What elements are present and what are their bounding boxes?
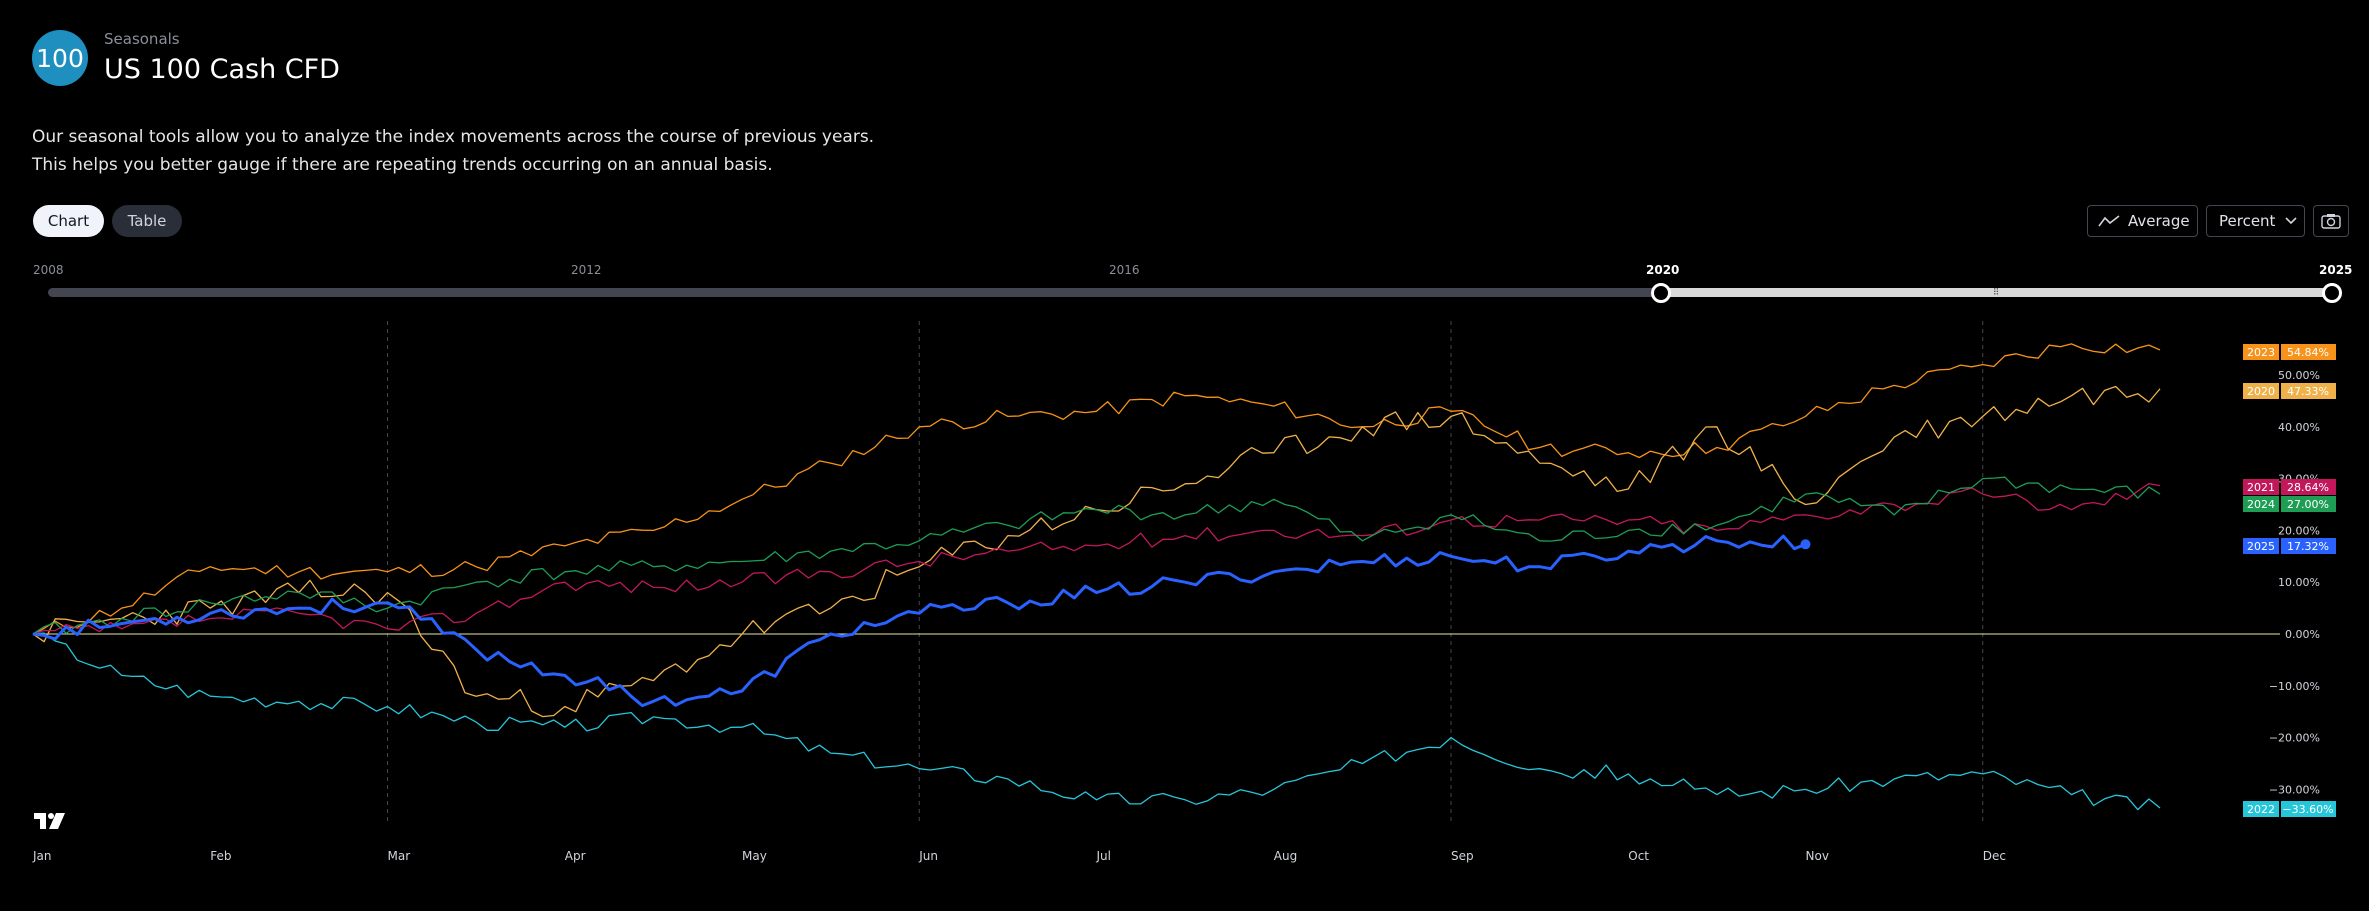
x-tick-label: Aug [1274,849,1297,863]
chart-series [32,343,2161,811]
slider-tick-2008: 2008 [33,263,64,277]
y-tick-label: 10.00% [2278,576,2320,589]
tradingview-logo-icon [34,813,65,829]
legend-value-label-2023: 54.84% [2287,346,2329,359]
series-line-2022 [32,632,2161,811]
legend-value-label-2025: 17.32% [2287,540,2329,553]
tab-table[interactable]: Table [112,205,182,237]
slider-handle-end[interactable] [2322,283,2342,303]
chart-grid [33,321,2280,821]
page-title: US 100 Cash CFD [104,54,340,85]
x-tick-label: Sep [1451,849,1474,863]
scale-select-value: Percent [2219,212,2276,230]
scale-select[interactable]: Percent [2206,205,2305,237]
chevron-down-icon [2285,217,2298,225]
series-line-2024 [32,476,2161,635]
slider-track [48,288,2333,297]
chart-legend-tags: 2023 54.84% 2020 47.33% 2021 28.64% 2024 27.00%… [2243,344,2336,817]
y-tick-label: −30.00% [2269,783,2320,796]
average-button[interactable]: Average [2087,205,2198,237]
x-tick-label: Mar [388,849,411,863]
x-axis: Jan Feb Mar Apr May Jun Jul Aug Sep Oct Nov Dec [32,849,2006,863]
x-tick-label: Feb [210,849,231,863]
camera-icon [2321,214,2341,229]
legend-value-label-2020: 47.33% [2287,385,2329,398]
legend-value-tag-2022 [2281,801,2336,817]
legend-value-tag-2025 [2281,538,2336,554]
series-line-2021 [32,482,2161,635]
y-tick-label: 0.00% [2285,628,2320,641]
x-tick-label: Dec [1983,849,2006,863]
legend-year-tag-2023 [2243,344,2279,360]
legend-value-tag-2024 [2281,496,2336,512]
legend-year-label-2025: 2025 [2247,540,2275,553]
x-tick-label: Apr [565,849,586,863]
x-tick-label: Oct [1628,849,1649,863]
legend-year-label-2024: 2024 [2247,498,2275,511]
legend-value-tag-2021 [2281,479,2336,495]
legend-year-label-2023: 2023 [2247,346,2275,359]
x-tick-label: Jan [32,849,52,863]
y-tick-label: 40.00% [2278,421,2320,434]
slider-tick-2025: 2025 [2319,263,2353,277]
legend-year-tag-2024 [2243,496,2279,512]
legend-year-label-2021: 2021 [2247,481,2275,494]
x-tick-label: Nov [1806,849,1829,863]
series-line-2025 [32,534,1807,708]
x-tick-label: May [742,849,767,863]
description-line-2: This helps you better gauge if there are… [32,155,773,175]
x-tick-label: Jul [1096,849,1111,863]
seasonal-chart: 50.00%40.00%30.00%20.00%10.00%0.00%−10.0… [32,321,2336,863]
y-tick-label: 20.00% [2278,524,2320,537]
y-tick-label: −10.00% [2269,680,2320,693]
x-tick-label: Jun [918,849,938,863]
y-tick-label: −20.00% [2269,732,2320,745]
legend-value-label-2024: 27.00% [2287,498,2329,511]
series-end-point-2025 [1800,539,1811,550]
legend-year-tag-2021 [2243,479,2279,495]
y-axis: 50.00%40.00%30.00%20.00%10.00%0.00%−10.0… [2269,369,2320,796]
legend-value-tag-2023 [2281,344,2336,360]
symbol-logo: 100 [32,30,88,86]
series-line-2023 [32,343,2161,635]
legend-year-tag-2025 [2243,538,2279,554]
grip-icon[interactable]: ⠿ [1992,287,2000,297]
slider-tick-2016: 2016 [1109,263,1140,277]
tab-chart[interactable]: Chart [33,205,104,237]
legend-year-tag-2022 [2243,801,2279,817]
y-tick-label: 50.00% [2278,369,2320,382]
legend-value-tag-2020 [2281,383,2336,399]
legend-year-tag-2020 [2243,383,2279,399]
legend-year-label-2022: 2022 [2247,803,2275,816]
slider-handle-start[interactable] [1651,283,1671,303]
legend-year-label-2020: 2020 [2247,385,2275,398]
page-subtitle: Seasonals [104,30,180,48]
year-range-slider[interactable]: 2008 2012 2016 2020 2025 ⠿ [0,255,2369,305]
slider-selected-range[interactable] [1660,288,2333,297]
description-line-1: Our seasonal tools allow you to analyze … [32,127,875,147]
slider-tick-2020: 2020 [1646,263,1680,277]
legend-value-label-2021: 28.64% [2287,481,2329,494]
average-label: Average [2128,212,2190,230]
legend-value-label-2022: −33.60% [2282,803,2333,816]
trend-line-icon [2098,215,2120,227]
series-line-2020 [32,385,2161,718]
screenshot-button[interactable] [2313,205,2349,237]
slider-tick-2012: 2012 [571,263,602,277]
